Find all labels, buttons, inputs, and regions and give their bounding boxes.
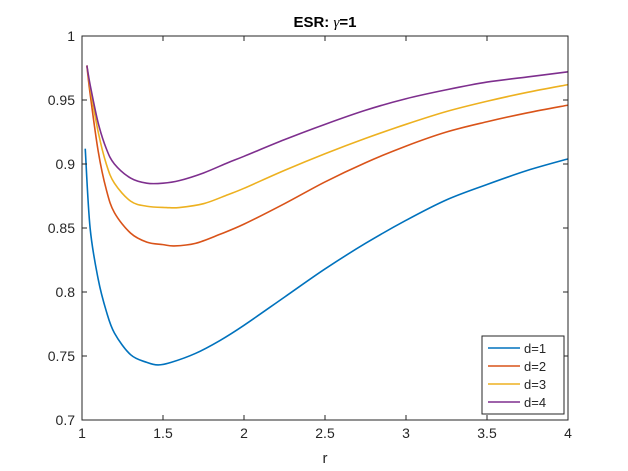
legend: d=1 d=2 d=3 d=4 (481, 335, 565, 415)
legend-label-d-4: d=4 (524, 395, 546, 410)
y-tick-label: 0.95 (48, 92, 75, 108)
y-tick-label: 0.8 (56, 284, 76, 300)
x-tick-label: 1 (78, 425, 86, 441)
legend-box (481, 335, 565, 415)
x-tick-label: 3 (402, 425, 410, 441)
y-tick-label: 0.85 (48, 220, 75, 236)
series-line-d-4 (86, 65, 569, 185)
series-line-d-3 (86, 65, 569, 209)
y-tick-label: 0.7 (56, 412, 76, 428)
chart-title-prefix: ESR: (293, 14, 333, 31)
x-tick-label: 2.5 (315, 425, 335, 441)
x-tick-label: 4 (564, 425, 572, 441)
y-tick-label: 0.9 (56, 156, 76, 172)
legend-label-d-1: d=1 (524, 341, 546, 356)
legend-label-d-2: d=2 (524, 359, 546, 374)
y-tick-label: 1 (67, 28, 75, 44)
chart-title: ESR: γ=1 (293, 14, 356, 31)
series-line-d-1 (84, 148, 569, 366)
x-tick-label: 2 (240, 425, 248, 441)
chart-title-suffix: =1 (339, 14, 356, 31)
legend-label-d-3: d=3 (524, 377, 546, 392)
axis-ticks: 1 1.5 2 2.5 3 3.5 4 0.7 0.75 0.8 0.85 0.9 0.95 1 (48, 28, 572, 441)
x-tick-label: 3.5 (477, 425, 497, 441)
y-tick-label: 0.75 (48, 348, 75, 364)
chart-title-symbol: γ (333, 15, 340, 31)
x-axis-label: r (323, 450, 328, 467)
x-tick-label: 1.5 (153, 425, 173, 441)
series-line-d-2 (86, 65, 569, 247)
series-lines (84, 65, 569, 366)
